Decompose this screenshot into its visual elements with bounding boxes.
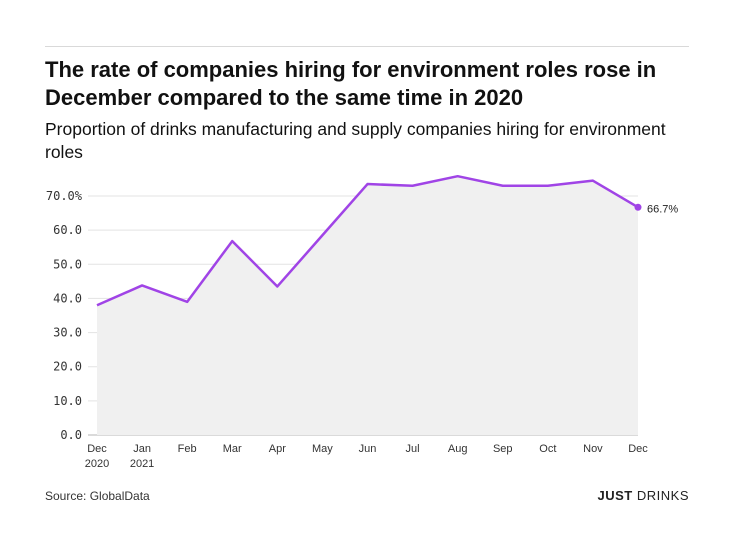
brand-logo-bold: JUST: [597, 488, 633, 503]
y-tick-label: 50.0: [53, 257, 82, 271]
x-tick-label: 2021: [130, 458, 154, 470]
x-tick-label: May: [312, 443, 333, 455]
brand-logo-rest: DRINKS: [636, 488, 689, 503]
chart-subtitle: Proportion of drinks manufacturing and s…: [45, 119, 666, 162]
end-marker-group: 66.7%: [634, 203, 678, 215]
top-rule: [45, 46, 689, 47]
x-tick-label: Jun: [359, 443, 377, 455]
y-axis-ticks: 0.0 10.0 20.0 30.0 40.0 50.0 60.0 70.0%: [46, 189, 83, 442]
data-line: [96, 174, 639, 307]
y-tick-label: 30.0: [53, 326, 82, 340]
area-fill: [97, 176, 638, 435]
x-tick-label: Apr: [269, 443, 286, 455]
source-note: Source: GlobalData: [45, 489, 150, 503]
x-tick-label: Dec: [87, 443, 107, 455]
x-tick-label: Jul: [406, 443, 420, 455]
x-tick-label: Aug: [448, 443, 468, 455]
x-tick-label: Oct: [539, 443, 556, 455]
y-tick-label: 40.0: [53, 291, 82, 305]
y-tick-label: 70.0%: [46, 189, 83, 203]
brand-logo: JUST DRINKS: [598, 488, 689, 503]
x-axis-ticks: Dec 2020 Jan 2021 Feb Mar Apr May Jun Jul Aug Sep Oc…: [85, 443, 649, 470]
x-tick-label: 2020: [85, 458, 109, 470]
chart-title: The rate of companies hiring for environ…: [45, 57, 657, 110]
x-tick-label: Mar: [223, 443, 242, 455]
y-tick-label: 60.0: [53, 223, 82, 237]
x-tick-label: Dec: [628, 443, 648, 455]
x-tick-label: Nov: [583, 443, 603, 455]
x-tick-label: Jan: [133, 443, 151, 455]
y-tick-label: 10.0: [53, 394, 82, 408]
x-tick-label: Sep: [493, 443, 513, 455]
end-value-label: 66.7%: [647, 203, 678, 215]
y-tick-label: 20.0: [53, 360, 82, 374]
x-tick-label: Feb: [178, 443, 197, 455]
end-point-marker: [634, 203, 642, 211]
y-tick-label: 0.0: [60, 428, 82, 442]
